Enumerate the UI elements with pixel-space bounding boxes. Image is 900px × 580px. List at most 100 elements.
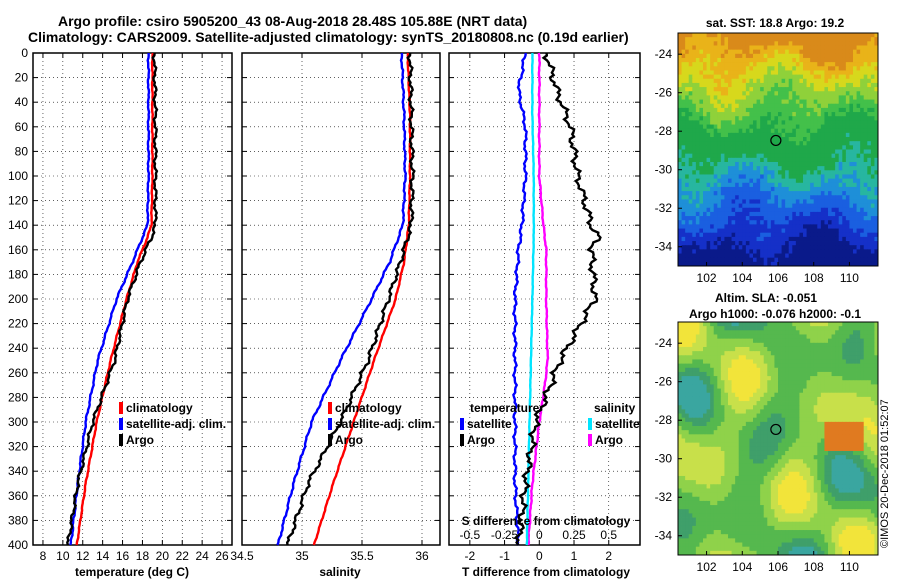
sla-map-title-1: Altim. SLA: -0.051 (715, 291, 817, 305)
map-x-tick-label: 102 (697, 560, 717, 574)
x-tick-label: 22 (176, 549, 190, 563)
legend-swatch (460, 418, 464, 430)
series-t-satellite (511, 52, 528, 546)
y-tick-label: 400 (8, 538, 28, 552)
plot-frame (241, 52, 441, 546)
legend-swatch (328, 418, 332, 430)
map-x-tick-label: 108 (804, 560, 824, 574)
sla-map-title-2: Argo h1000: -0.076 h2000: -0.1 (689, 307, 861, 321)
legend-title-temperature: temperature (470, 401, 540, 415)
series-argo (285, 52, 416, 546)
map-y-tick-label: -30 (655, 452, 673, 466)
y-tick-label: 40 (15, 95, 29, 109)
series-argo (66, 52, 159, 546)
series-s-argo (527, 52, 550, 546)
map-y-tick-label: -24 (655, 336, 673, 350)
title-line-2: Climatology: CARS2009. Satellite-adjuste… (28, 29, 629, 45)
y-tick-label: 220 (8, 317, 28, 331)
s-tick-label: 0 (536, 528, 543, 542)
y-tick-label: 360 (8, 489, 28, 503)
x-tick-label: 34.5 (230, 549, 254, 563)
map-y-tick-label: -24 (655, 47, 673, 61)
x-tick-label: 20 (156, 549, 170, 563)
imos-watermark: ©IMOS 20-Dec-2018 01:52:07 (879, 399, 891, 548)
y-tick-label: 60 (15, 120, 29, 134)
x-axis-label: temperature (deg C) (75, 565, 189, 579)
x-tick-label: 8 (40, 549, 47, 563)
y-tick-label: 340 (8, 464, 28, 478)
panel-temperature (32, 52, 233, 546)
legend-label: Argo (595, 433, 623, 447)
map-y-tick-label: -34 (655, 240, 673, 254)
series-satellite-adj-clim (276, 52, 408, 546)
x-tick-label: 26 (215, 549, 229, 563)
y-tick-label: 300 (8, 415, 28, 429)
legend-swatch (328, 434, 332, 446)
legend-swatch (328, 402, 332, 414)
legend-label: climatology (126, 401, 193, 415)
legend-swatch (460, 434, 464, 446)
x-tick-label: 0 (536, 549, 543, 563)
x-tick-label: 24 (195, 549, 209, 563)
x-tick-label: 1 (571, 549, 578, 563)
s-axis-label: S difference from climatology (462, 514, 631, 528)
map-x-tick-label: 102 (697, 271, 717, 285)
map-y-tick-label: -30 (655, 163, 673, 177)
legend-label: Argo (335, 433, 363, 447)
panel-sst-map (677, 32, 879, 267)
y-tick-label: 320 (8, 440, 28, 454)
y-tick-label: 240 (8, 341, 28, 355)
map-y-tick-label: -32 (655, 490, 673, 504)
legend-swatch (119, 402, 123, 414)
y-tick-label: 0 (21, 46, 28, 60)
y-tick-label: 180 (8, 267, 28, 281)
series-climatology (75, 52, 155, 546)
x-tick-label: 14 (96, 549, 110, 563)
x-tick-label: 12 (76, 549, 90, 563)
s-tick-label: -0.25 (491, 528, 519, 542)
sst-map-title: sat. SST: 18.8 Argo: 19.2 (706, 16, 845, 30)
map-x-tick-label: 104 (732, 271, 752, 285)
series-climatology (312, 52, 412, 546)
argo-position-marker (770, 134, 782, 147)
y-tick-label: 20 (15, 71, 29, 85)
legend-label: satellite-adj. clim. (335, 417, 435, 431)
legend-swatch (588, 418, 592, 430)
map-x-tick-label: 106 (768, 560, 788, 574)
map-x-tick-label: 104 (732, 560, 752, 574)
x-tick-label: 2 (605, 549, 612, 563)
panel-salinity (241, 52, 441, 546)
map-x-tick-label: 108 (804, 271, 824, 285)
legend-label: climatology (335, 401, 402, 415)
plot-frame (32, 52, 233, 546)
x-axis-label: salinity (319, 565, 361, 579)
y-tick-label: 120 (8, 194, 28, 208)
legend-label: satellite (467, 417, 512, 431)
y-tick-label: 160 (8, 243, 28, 257)
x-tick-label: -1 (499, 549, 510, 563)
x-tick-label: 10 (56, 549, 70, 563)
series-t-argo (514, 52, 602, 546)
y-tick-label: 260 (8, 366, 28, 380)
map-y-tick-label: -28 (655, 124, 673, 138)
legend-swatch (588, 434, 592, 446)
title-line-1: Argo profile: csiro 5905200_43 08-Aug-20… (58, 13, 528, 29)
legend-swatch (119, 418, 123, 430)
legend-title-salinity: salinity (594, 401, 636, 415)
map-y-tick-label: -26 (655, 375, 673, 389)
legend-label: satellite-adj. clim. (126, 417, 226, 431)
plot-frame (448, 52, 641, 546)
y-tick-label: 200 (8, 292, 28, 306)
x-tick-label: 35.5 (350, 549, 374, 563)
x-tick-label: 35 (295, 549, 309, 563)
s-tick-label: 0.5 (600, 528, 617, 542)
y-tick-label: 380 (8, 513, 28, 527)
y-tick-label: 100 (8, 169, 28, 183)
legend-label: satellite (595, 417, 640, 431)
map-x-tick-label: 110 (840, 271, 859, 285)
y-tick-label: 80 (15, 144, 29, 158)
map-y-tick-label: -28 (655, 413, 673, 427)
panel-sla-map (677, 321, 879, 556)
map-x-tick-label: 110 (840, 560, 859, 574)
